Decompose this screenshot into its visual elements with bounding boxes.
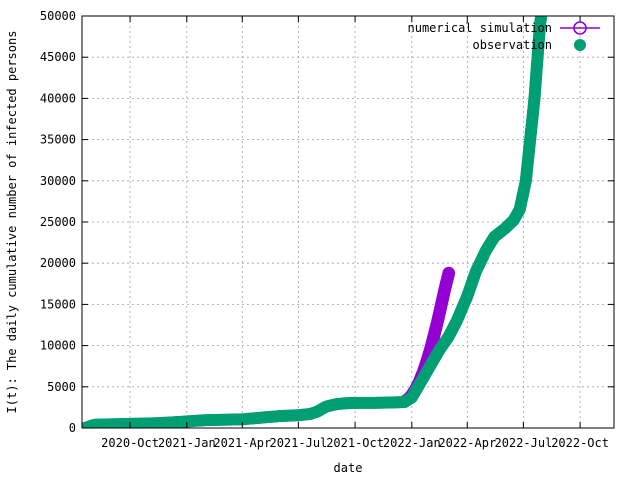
ticks: 0 5000 10000 15000 20000 25000 30000 35000 40000… bbox=[40, 9, 614, 450]
x-axis-title: date bbox=[334, 461, 363, 475]
legend: numerical simulation observation bbox=[408, 21, 600, 52]
y-tick-label: 5000 bbox=[47, 380, 76, 394]
x-tick-label: 2020-Oct bbox=[101, 436, 159, 450]
grid bbox=[82, 16, 614, 428]
legend-label-simulation: numerical simulation bbox=[408, 21, 553, 35]
x-tick-label: 2022-Jan bbox=[383, 436, 441, 450]
legend-marker-simulation bbox=[573, 21, 587, 35]
x-tick-label: 2022-Apr bbox=[438, 436, 496, 450]
x-tick-label: 2022-Jul bbox=[494, 436, 552, 450]
series-layer bbox=[82, 16, 548, 428]
y-tick-label: 20000 bbox=[40, 256, 76, 270]
y-tick-label: 0 bbox=[69, 421, 76, 435]
observation-point bbox=[535, 16, 548, 22]
y-tick-label: 15000 bbox=[40, 297, 76, 311]
y-tick-label: 45000 bbox=[40, 50, 76, 64]
x-tick-label: 2021-Jan bbox=[158, 436, 216, 450]
x-tick-label: 2021-Jul bbox=[269, 436, 327, 450]
x-tick-label: 2021-Apr bbox=[213, 436, 271, 450]
y-tick-label: 30000 bbox=[40, 174, 76, 188]
y-tick-label: 50000 bbox=[40, 9, 76, 23]
y-tick-label: 25000 bbox=[40, 215, 76, 229]
y-tick-label: 35000 bbox=[40, 133, 76, 147]
legend-label-observation: observation bbox=[473, 38, 552, 52]
x-tick-label: 2022-Oct bbox=[551, 436, 609, 450]
series-observation bbox=[82, 16, 548, 428]
simulation-point bbox=[442, 266, 456, 280]
y-tick-label: 40000 bbox=[40, 91, 76, 105]
y-axis-title: I(t): The daily cumulative number of inf… bbox=[5, 31, 19, 414]
y-tick-label: 10000 bbox=[40, 339, 76, 353]
x-tick-label: 2021-Oct bbox=[326, 436, 384, 450]
legend-marker-observation bbox=[574, 39, 586, 51]
